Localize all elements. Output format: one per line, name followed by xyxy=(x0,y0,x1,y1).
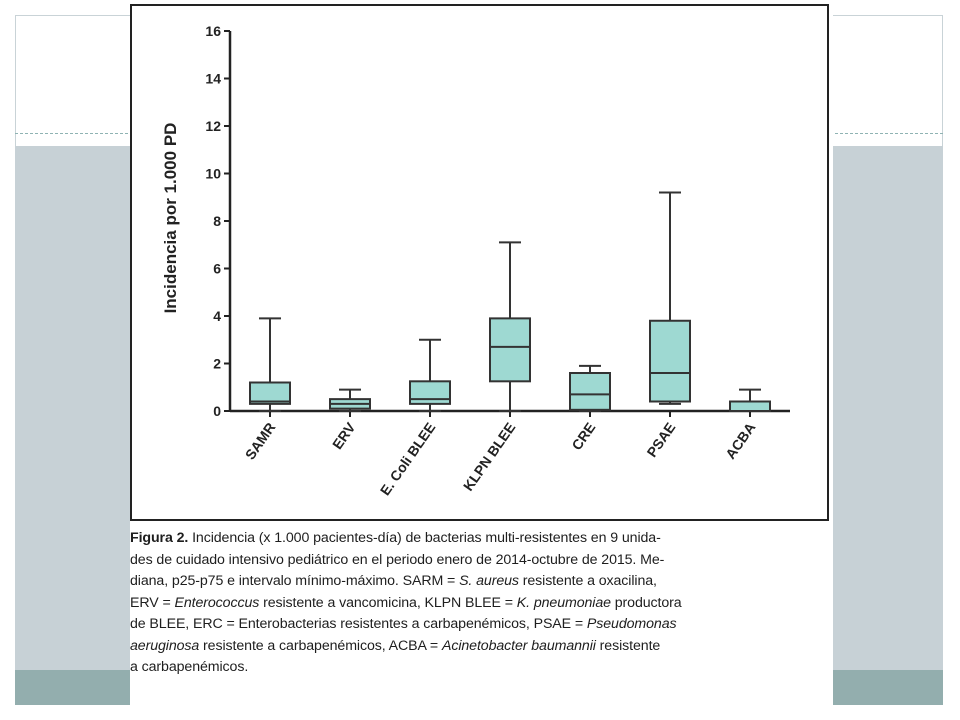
box-iqr xyxy=(649,319,691,403)
box-iqr xyxy=(249,381,291,405)
caption-line4b: resistente a vancomicina, KLPN BLEE = xyxy=(259,594,517,611)
caption-line6b: resistente a carbapenémicos, ACBA = xyxy=(199,637,442,654)
figure-border xyxy=(130,4,829,521)
caption-line6c: resistente xyxy=(595,637,661,654)
box-iqr xyxy=(569,372,611,411)
chart-axes: 0 2 4 6 8 10 12 14 16 xyxy=(205,23,790,419)
caption-line1: Incidencia (x 1.000 pacientes-día) de ba… xyxy=(188,530,661,546)
caption-label: Figura 2. xyxy=(130,530,189,546)
caption-species-3: K. pneumoniae xyxy=(516,594,611,611)
box-iqr xyxy=(489,317,531,383)
caption-line3b: resistente a oxacilina, xyxy=(518,573,657,589)
figure-caption: Figura 2. Incidencia (x 1.000 pacientes-… xyxy=(130,528,833,679)
y-tick-label: 12 xyxy=(205,118,221,134)
box-iqr xyxy=(729,400,771,412)
y-tick-label: 16 xyxy=(205,23,221,39)
y-tick-label: 4 xyxy=(213,308,221,324)
y-tick-label: 0 xyxy=(213,403,221,419)
y-axis-label: Incidencia por 1.000 PD xyxy=(161,123,180,314)
figure-image: 0 2 4 6 8 10 12 14 16 SAMR ERV E. Coli BLEE KLPN BL… xyxy=(130,0,833,720)
caption-line2: des de cuidado intensivo pediátrico en e… xyxy=(130,551,665,568)
caption-line4c: productora xyxy=(610,594,682,611)
chart-boxes xyxy=(249,191,771,412)
y-tick-label: 14 xyxy=(205,71,221,87)
y-tick-label: 8 xyxy=(213,213,221,229)
caption-species-1: S. aureus xyxy=(459,573,519,589)
caption-line5a: de BLEE, ERC = Enterobacterias resistent… xyxy=(130,616,587,632)
caption-line7: a carbapenémicos. xyxy=(130,659,249,675)
caption-line4a: ERV = xyxy=(130,594,175,611)
caption-species-4: Pseudomonas xyxy=(586,616,677,632)
y-tick-label: 6 xyxy=(213,261,221,277)
caption-line3: diana, p25-p75 e intervalo mínimo-máximo… xyxy=(130,573,460,589)
y-tick-label: 2 xyxy=(213,356,221,372)
caption-line6a: aeruginosa xyxy=(130,637,200,654)
box-iqr xyxy=(409,380,451,405)
caption-species-5: Acinetobacter baumannii xyxy=(441,637,596,654)
y-tick-label: 10 xyxy=(205,166,221,182)
caption-species-2: Enterococcus xyxy=(174,594,260,611)
